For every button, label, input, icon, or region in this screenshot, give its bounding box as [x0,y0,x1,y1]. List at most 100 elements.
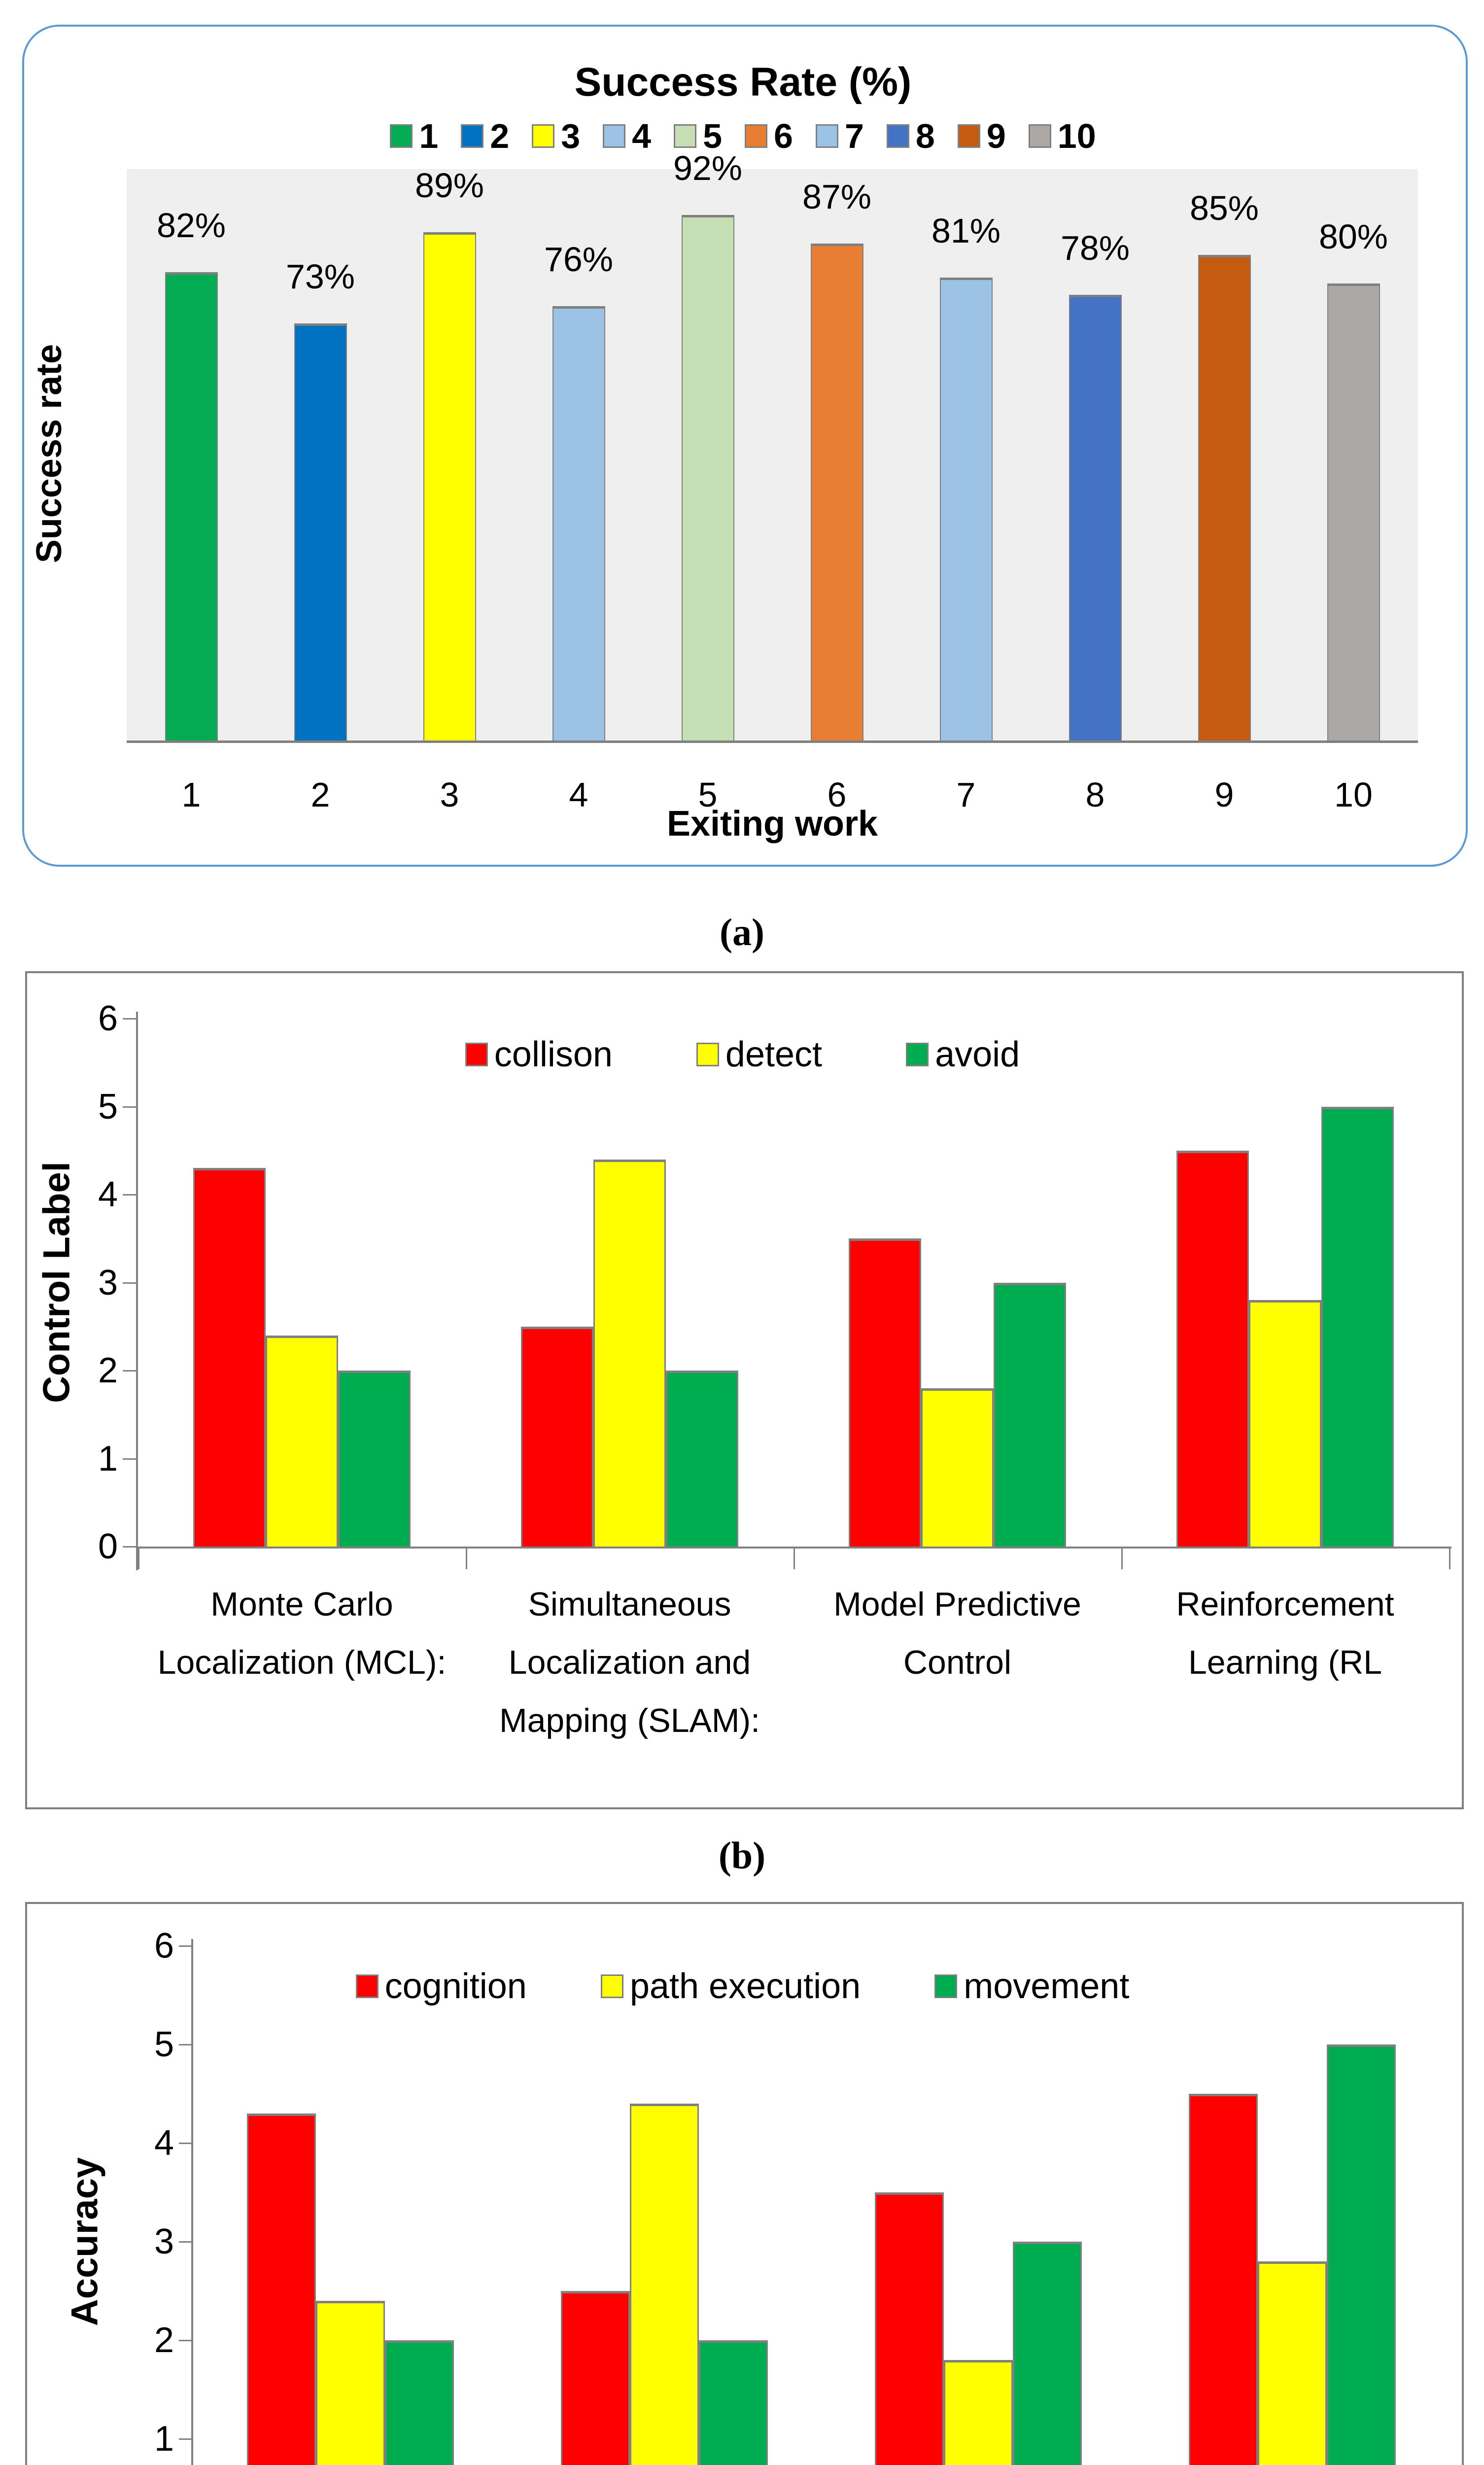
legend-swatch [1028,124,1051,148]
x-tick-label: 1 [181,775,201,814]
category-label: Model Predictive Control [794,1575,1121,1691]
y-tick-mark [179,2340,191,2341]
bar-value-label: 81% [931,211,1001,250]
bar [1188,2094,1258,2465]
legend-swatch [745,124,768,148]
y-axis-line [191,1939,193,2465]
bar [1257,2261,1327,2465]
category-boundary-tick [466,1547,467,1569]
y-tick-label: 6 [154,1926,174,1966]
bar [1198,254,1251,740]
legend-label: 1 [419,117,439,155]
category-boundary-tick [138,1547,139,1569]
caption-b: (b) [718,1834,766,1877]
x-tick-label: 10 [1334,775,1373,814]
bar-value-label: 82% [156,206,226,245]
legend-label: 6 [774,117,793,155]
category-label-line: Control [903,1644,1012,1681]
bar [1069,294,1122,740]
legend-swatch [355,1974,379,1998]
legend-item: collison [465,1034,613,1075]
y-tick-label: 0 [98,1527,118,1566]
chart-a-x-axis-title: Exiting work [666,804,878,844]
chart-a-plot-area: 82% 73% 89% 76% 92% 87% 81% 78% 85% 80% [127,149,1418,743]
y-tick-label: 2 [154,2321,174,2360]
panel-c-accuracy-chart [25,1902,1464,2465]
legend-swatch [906,1043,929,1066]
y-tick-mark [123,1458,136,1460]
category-label-line: Reinforcement [1176,1585,1394,1623]
bar-value-label: 78% [1060,228,1130,267]
legend-swatch [674,124,697,148]
category-label-line: Simultaneous [528,1585,731,1623]
y-tick-label: 1 [98,1439,118,1479]
bar [921,1388,994,1547]
legend-item: 5 [674,116,722,156]
bar [338,1371,411,1547]
legend-label: 8 [915,117,935,155]
bar-value-label: 76% [544,240,614,279]
x-tick-label: 8 [1085,775,1105,814]
bar [939,278,993,740]
bar [810,243,863,740]
category-label: Monte Carlo Localization (MCL): [138,1575,466,1691]
legend-item: 9 [957,116,1006,156]
bar [629,2104,699,2465]
legend-label: 2 [490,117,510,155]
bar [560,2291,630,2465]
bar [315,2301,385,2465]
y-tick-mark [179,2438,191,2440]
x-tick-label: 5 [698,775,718,814]
y-tick-mark [179,2044,191,2045]
legend-label: 7 [844,117,864,155]
y-tick-label: 4 [98,1175,118,1214]
x-tick-label: 4 [569,775,588,814]
bar [593,1159,666,1547]
category-boundary-tick [1121,1547,1123,1569]
category-boundary-tick [1449,1547,1450,1569]
category-label-line: Learning (RL [1188,1644,1382,1681]
bar [1327,283,1380,740]
bar [1326,2044,1396,2465]
chart-c-legend: cognition path execution movement [25,1966,1460,2007]
bar-value-label: 87% [802,177,872,216]
bar [943,2360,1013,2465]
bar [874,2192,944,2465]
y-tick-mark [123,1282,136,1284]
bar [193,1168,266,1547]
legend-label: collison [494,1035,613,1074]
legend-swatch [957,124,980,148]
bar [849,1238,921,1547]
chart-a-legend: 1 2 3 4 5 6 7 8 9 10 [22,116,1464,156]
bar-value-label: 73% [285,257,355,296]
y-tick-mark [179,1945,191,1947]
bar [246,2113,316,2465]
bar [423,232,476,740]
legend-item: detect [696,1034,822,1075]
bar-value-label: 92% [673,148,743,187]
legend-swatch [600,1974,623,1998]
legend-item: 1 [390,116,438,156]
bar [384,2340,454,2465]
legend-item: 2 [461,116,509,156]
bar [1321,1106,1394,1547]
legend-item: path execution [600,1966,861,2007]
legend-label: detect [725,1035,823,1074]
legend-swatch [934,1974,958,1998]
legend-item: 8 [886,116,935,156]
bar [698,2340,768,2465]
y-tick-label: 1 [154,2419,174,2459]
legend-item: 6 [745,116,793,156]
bar [666,1371,738,1547]
legend-label: 5 [703,117,723,155]
y-tick-mark [123,1018,136,1020]
y-tick-mark [123,1106,136,1108]
bar [266,1335,338,1547]
x-tick-label: 9 [1214,775,1234,814]
category-label-line: Localization and [508,1644,751,1681]
x-tick-label: 7 [956,775,976,814]
bar-value-label: 89% [414,166,484,205]
x-tick-label: 2 [311,775,330,814]
y-tick-mark [123,1194,136,1196]
legend-label: path execution [629,1967,861,2006]
